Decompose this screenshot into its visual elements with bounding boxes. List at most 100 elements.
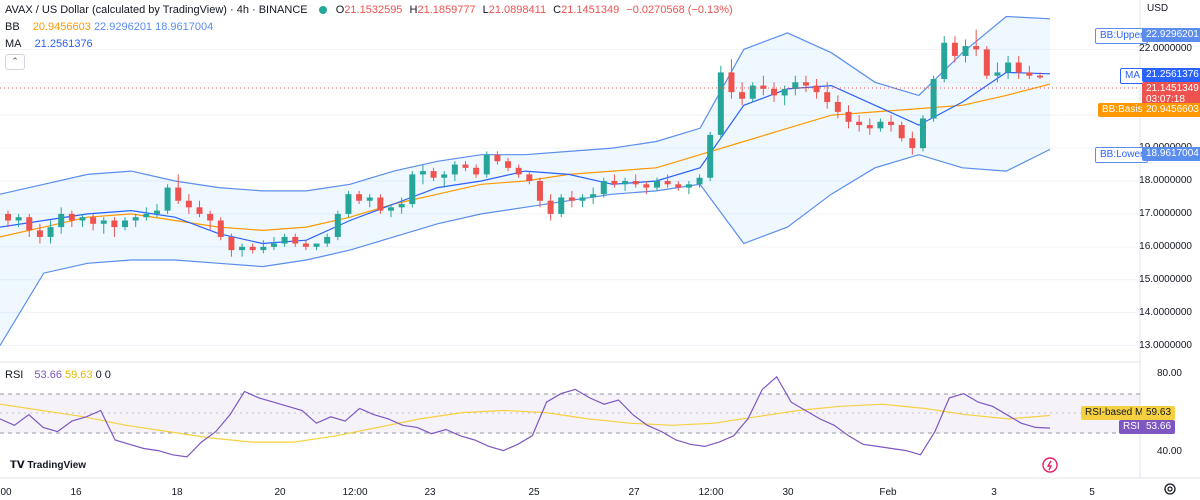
bb-basis-line	[0, 83, 1051, 238]
bb-lower-tag-label: BB:Lower	[1100, 149, 1144, 160]
price-tick: 16.0000000	[1139, 240, 1192, 252]
settings-icon[interactable]	[1164, 483, 1176, 495]
candle-body	[994, 72, 1001, 76]
bb-basis-value: 20.9456603	[32, 21, 91, 33]
time-tick: 27	[628, 487, 640, 498]
candle-body	[579, 197, 586, 201]
candle-body	[898, 125, 905, 139]
candle-body	[611, 181, 618, 185]
candle-body	[962, 46, 969, 56]
rsi-zero-2: 0	[104, 369, 111, 381]
bb-upper-value-tag: 22.9296201	[1142, 28, 1200, 42]
tradingview-logo[interactable]: 𝗧𝗩 TradingView	[6, 458, 91, 473]
bb-lower-value-tag: 18.9617004	[1142, 147, 1200, 161]
rsi-ma-value-tag: 59.63	[1142, 406, 1176, 420]
chevron-up-icon: ⌃	[11, 56, 19, 66]
time-tick: 20	[274, 487, 286, 498]
rsi-tag: RSI	[1119, 420, 1144, 434]
current-price-value: 21.1451349	[1146, 83, 1199, 94]
candle-body	[951, 42, 958, 56]
tv-logo-icon: 𝗧𝗩	[10, 460, 25, 471]
candle-body	[430, 171, 437, 178]
candle-body	[877, 121, 884, 129]
rsi-tag-label: RSI	[1123, 421, 1140, 432]
candle-body	[15, 217, 22, 221]
ma-legend[interactable]: MA 21.2561376	[5, 38, 93, 50]
low-label: L	[482, 4, 489, 16]
candle-body	[526, 174, 533, 181]
price-tick: 18.0000000	[1139, 175, 1192, 186]
bb-upper-line	[0, 15, 1051, 195]
candle-body	[185, 200, 192, 208]
symbol-title[interactable]: AVAX / US Dollar (calculated by TradingV…	[5, 4, 308, 16]
candle-body	[377, 197, 384, 211]
time-tick: 23	[424, 487, 436, 498]
candle-body	[483, 154, 490, 175]
candle-body	[930, 78, 937, 119]
candle-body	[5, 213, 11, 221]
candle-body	[36, 230, 43, 237]
ma-value: 21.2561376	[34, 38, 93, 50]
status-dot-icon	[318, 6, 327, 15]
candle-body	[728, 72, 735, 93]
bb-legend[interactable]: BB 20.9456603 22.9296201 18.9617004	[5, 21, 213, 33]
candle-body	[1005, 62, 1012, 73]
candle-body	[143, 213, 150, 218]
candle-body	[164, 187, 171, 211]
candle-body	[973, 46, 980, 50]
candle-body	[781, 88, 788, 96]
candle-body	[717, 72, 724, 135]
candle-body	[228, 236, 235, 251]
candle-body	[441, 174, 448, 178]
candle-body	[334, 213, 341, 237]
price-tick: 14.0000000	[1139, 306, 1192, 318]
time-tick: Feb	[879, 487, 897, 498]
high-value: 21.1859777	[417, 4, 476, 16]
bb-lower-value: 18.9617004	[155, 21, 214, 33]
candle-body	[771, 88, 778, 96]
candle-body	[462, 164, 469, 168]
bb-basis-tag-label: BB:Basis	[1102, 104, 1143, 115]
candle-body	[302, 243, 309, 247]
candle-body	[26, 217, 33, 231]
rsi-ma-tag-label: RSI-based MA	[1085, 407, 1151, 418]
candle-body	[111, 220, 118, 228]
price-tick: 22.0000000	[1139, 43, 1192, 55]
candle-body	[47, 227, 54, 237]
candle-body	[494, 154, 501, 162]
price-tick: 15.0000000	[1139, 273, 1192, 285]
candle-body	[643, 184, 650, 188]
candle-body	[281, 236, 288, 244]
candle-body	[58, 213, 65, 228]
time-tick: 3	[991, 487, 997, 498]
currency-label[interactable]: USD	[1147, 3, 1169, 14]
rsi-ma-tag-value: 59.63	[1146, 407, 1172, 418]
bb-lower-line	[0, 148, 1051, 346]
lightning-icon[interactable]	[1042, 457, 1058, 473]
candle-body	[207, 213, 214, 221]
rsi-label: RSI	[5, 369, 24, 381]
bb-basis-tag: BB:Basis	[1098, 103, 1147, 117]
rsi-tag-value: 53.66	[1146, 421, 1172, 432]
candle-body	[568, 197, 575, 201]
candle-body	[909, 138, 916, 149]
bb-upper-tag-value: 22.9296201	[1146, 29, 1199, 40]
candle-body	[600, 181, 607, 195]
candle-body	[366, 197, 373, 201]
candle-body	[313, 243, 320, 247]
ma-label: MA	[5, 38, 22, 50]
candle-body	[653, 181, 660, 188]
candle-body	[664, 181, 671, 185]
candle-body	[239, 246, 246, 251]
collapse-legend-button[interactable]: ⌃	[5, 54, 25, 70]
bb-basis-tag-value: 20.9456603	[1146, 104, 1199, 115]
header-legend: AVAX / US Dollar (calculated by TradingV…	[5, 4, 733, 16]
rsi-legend[interactable]: RSI 53.66 59.63 0 0	[5, 369, 111, 381]
candle-body	[356, 194, 363, 201]
time-tick: 5	[1089, 487, 1095, 498]
candle-body	[153, 210, 160, 214]
candle-body	[292, 236, 299, 244]
candle-body	[100, 220, 107, 224]
ma-tag-value: 21.2561376	[1146, 69, 1199, 80]
